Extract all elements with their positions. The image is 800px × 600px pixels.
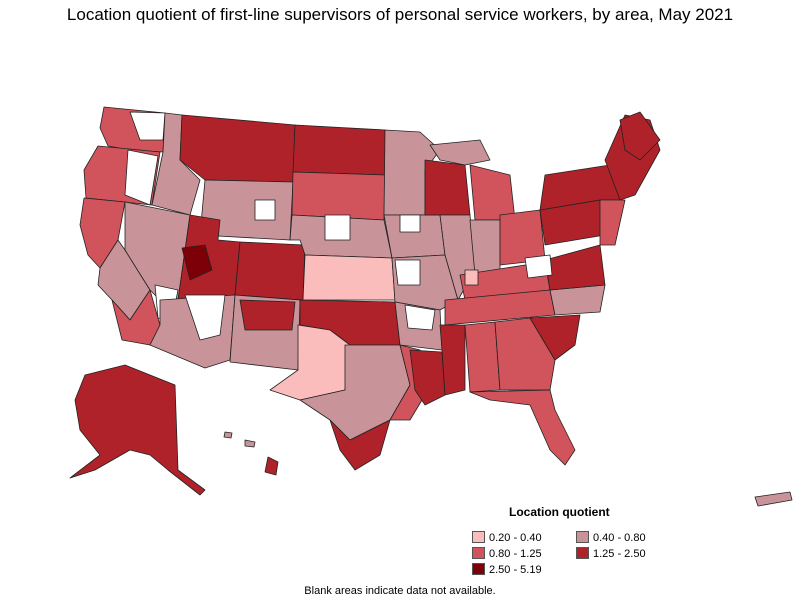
legend-label: 0.20 - 0.40 <box>489 532 542 544</box>
legend-label: 0.80 - 1.25 <box>489 548 542 560</box>
legend-item: 1.25 - 2.50 <box>576 547 646 561</box>
map-region-virginia <box>544 244 606 291</box>
map-region-utah-dark <box>181 244 213 281</box>
map-title: Location quotient of first-line supervis… <box>66 5 734 24</box>
map-region-alabama <box>464 321 501 393</box>
map-region-hawaii-island-2 <box>223 431 233 439</box>
map-region-nebraska-blank <box>324 214 351 241</box>
map-region-colorado <box>234 241 306 301</box>
map-region-iowa-blank <box>399 214 421 233</box>
map-region-maine <box>619 111 661 161</box>
legend-swatch <box>472 547 485 559</box>
map-region-georgia <box>494 317 556 391</box>
legend-item: 2.50 - 5.19 <box>472 563 542 577</box>
map-region-washington-east-blank <box>129 111 166 141</box>
map-region-mid-atlantic <box>599 199 626 246</box>
legend-label: 1.25 - 2.50 <box>593 548 646 560</box>
map-region-nevada-blank <box>124 149 159 206</box>
map-region-puerto-rico <box>754 491 793 507</box>
map-region-montana <box>179 114 296 183</box>
legend-label: 0.40 - 0.80 <box>593 532 646 544</box>
map-region-kansas <box>302 254 396 301</box>
legend-title: Location quotient <box>509 505 610 519</box>
map-region-west-virginia-blank <box>524 254 553 279</box>
map-region-new-mexico-north <box>239 299 296 331</box>
map-region-hawaii-island-3 <box>244 439 256 448</box>
map-region-indiana <box>469 219 501 276</box>
map-region-wyoming-blank <box>254 199 276 221</box>
map-region-michigan-upper <box>429 139 491 166</box>
map-region-kentucky-light <box>464 269 479 286</box>
map-region-florida <box>469 389 576 466</box>
map-region-south-carolina <box>529 314 581 361</box>
map-region-louisiana <box>409 349 446 406</box>
legend-swatch <box>576 531 589 543</box>
legend-label: 2.50 - 5.19 <box>489 564 542 576</box>
map-region-hawaii <box>264 456 279 476</box>
map-region-texas-south <box>329 419 391 471</box>
footnote: Blank areas indicate data not available. <box>304 585 496 597</box>
map-region-arizona-blank <box>184 294 226 341</box>
map-region-wisconsin <box>424 159 471 216</box>
map-region-michigan <box>469 164 516 221</box>
map-region-south-dakota <box>291 171 386 221</box>
legend-swatch <box>472 563 485 575</box>
legend-swatch <box>472 531 485 543</box>
map-region-missouri-blank <box>394 259 421 286</box>
legend-swatch <box>576 547 589 559</box>
map-region-alaska <box>69 364 206 496</box>
map-region-north-dakota <box>292 124 386 176</box>
legend-item: 0.20 - 0.40 <box>472 531 542 545</box>
map-region-arkansas-blank <box>404 304 436 331</box>
legend-item: 0.80 - 1.25 <box>472 547 542 561</box>
map-region-mississippi <box>439 324 466 396</box>
legend-item: 0.40 - 0.80 <box>576 531 646 545</box>
